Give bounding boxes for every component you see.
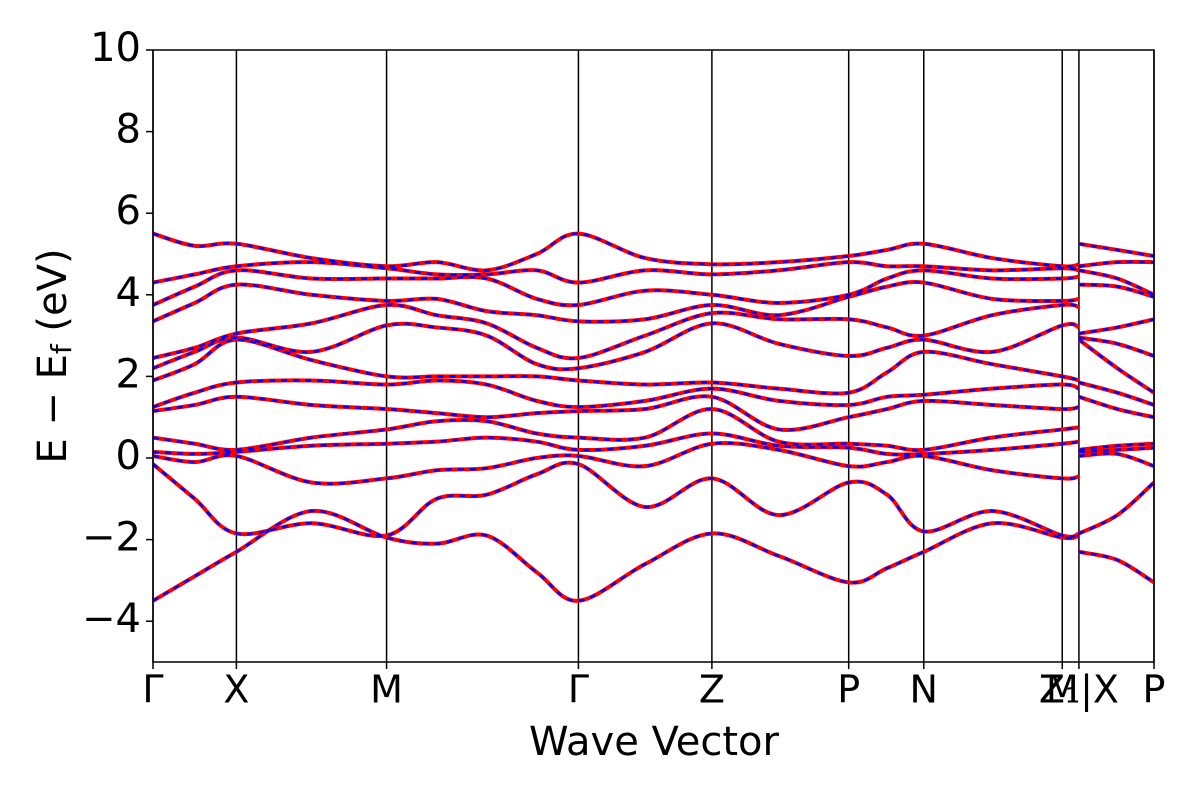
band-line-dashed	[152, 280, 1080, 323]
x-tick-label: Z₁|X	[1039, 668, 1119, 713]
band-line-dashed	[1078, 318, 1155, 335]
band-line-dashed	[1078, 446, 1155, 454]
band-line	[152, 321, 1080, 372]
x-tick-label: Γ	[568, 668, 589, 712]
band-line-dashed	[152, 232, 1080, 272]
x-tick-label: Z	[699, 668, 725, 712]
band-line-dashed	[152, 338, 1080, 395]
x-tick-label: Γ	[142, 668, 163, 712]
x-axis-label: Wave Vector	[529, 719, 780, 765]
y-tick-label: −4	[82, 596, 141, 642]
x-tick-label: P	[1143, 668, 1166, 712]
y-axis-label: E − Ef (eV)	[30, 248, 78, 463]
y-tick-label: 4	[116, 270, 141, 316]
band-line-dashed	[1078, 452, 1155, 468]
x-tick-label: N	[910, 668, 938, 712]
x-tick-label: P	[837, 668, 860, 712]
band-line-dashed	[152, 268, 1080, 307]
band-line-dashed	[152, 303, 1080, 360]
band-line-dashed	[152, 407, 1080, 452]
band-line-dashed	[1078, 395, 1155, 419]
x-tick-label: M	[1046, 668, 1079, 712]
y-tick-label: 6	[116, 188, 141, 234]
band-line-dashed	[152, 379, 1080, 409]
band-line-dashed	[1078, 550, 1155, 584]
band-line-dashed	[152, 461, 1080, 539]
band-line-dashed	[1078, 242, 1155, 258]
band-line-dashed	[1078, 381, 1155, 407]
band-line-dashed	[152, 432, 1080, 456]
y-label-main: E − E	[30, 354, 76, 464]
band-line	[1078, 549, 1156, 585]
band-line-dashed	[152, 394, 1080, 432]
band-line	[152, 407, 1080, 453]
band-line-dashed	[152, 441, 1080, 485]
band-line	[152, 431, 1080, 457]
plot-frame	[152, 49, 1155, 663]
band-line-dashed	[1078, 442, 1155, 452]
y-label-unit: (eV)	[30, 248, 76, 344]
band-line-dashed	[1078, 260, 1155, 268]
band-line	[1078, 451, 1155, 469]
band-line-dashed	[1078, 269, 1155, 296]
y-tick-label: 2	[116, 351, 141, 397]
band-line-dashed	[1078, 283, 1155, 299]
band-line	[1077, 338, 1156, 395]
band-line	[1078, 268, 1155, 297]
y-tick-label: 8	[116, 107, 141, 153]
band-line	[152, 280, 1080, 324]
x-tick-label: M	[370, 668, 403, 712]
band-line-dashed	[1078, 481, 1155, 535]
band-line-dashed	[152, 260, 1080, 284]
band-line	[151, 460, 1080, 539]
band-line-dashed	[152, 509, 1080, 603]
band-line	[152, 394, 1080, 433]
band-line	[152, 231, 1080, 273]
band-line-dashed	[1078, 336, 1155, 358]
y-tick-label: 10	[90, 25, 141, 71]
y-tick-label: −2	[82, 515, 141, 561]
band-line	[1078, 480, 1156, 536]
y-label-sub: f	[45, 343, 78, 354]
x-tick-label: X	[223, 668, 249, 712]
plot-area	[151, 231, 1156, 603]
y-tick-label: 0	[116, 433, 141, 479]
